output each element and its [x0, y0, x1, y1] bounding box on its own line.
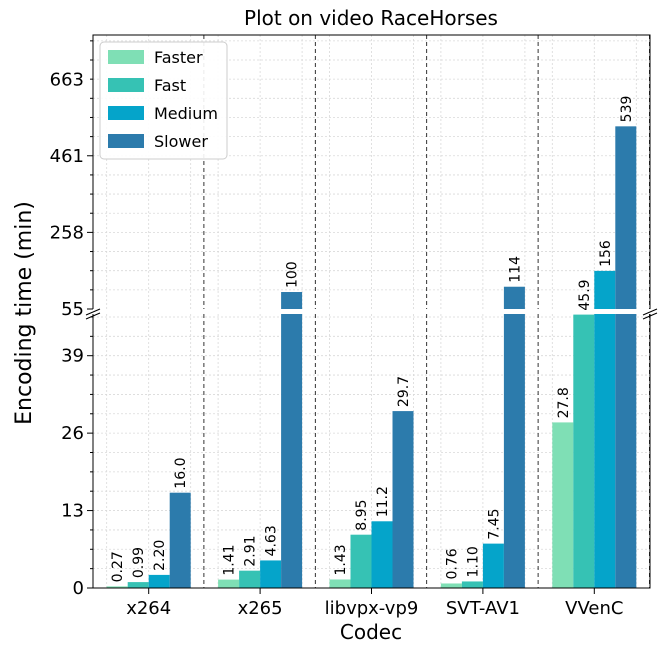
- bar: [350, 534, 372, 588]
- x-tick-label: VVenC: [565, 598, 623, 619]
- bar-value-label: 0.99: [131, 547, 147, 578]
- bar: [594, 314, 616, 588]
- legend-swatch: [108, 134, 144, 148]
- bar: [482, 543, 504, 588]
- bar: [260, 560, 282, 588]
- y-lower-tick-label: 13: [61, 501, 84, 522]
- bar: [615, 126, 637, 309]
- bar: [503, 314, 525, 588]
- bar: [169, 492, 191, 588]
- bar-value-label: 4.63: [264, 525, 280, 556]
- y-axis-label: Encoding time (min): [12, 201, 37, 425]
- bar: [148, 574, 170, 588]
- bar-value-label: 7.45: [486, 508, 502, 539]
- legend-swatch: [108, 50, 144, 64]
- legend-swatch: [108, 78, 144, 92]
- legend-label: Faster: [154, 48, 203, 67]
- x-tick-label: SVT-AV1: [446, 598, 520, 619]
- y-lower-tick-label: 26: [61, 423, 84, 444]
- bar: [106, 586, 128, 588]
- upper-panel-frame: [92, 34, 651, 309]
- y-lower-tick-label: 0: [73, 578, 84, 599]
- y-lower-tick-label: 39: [61, 346, 84, 367]
- bar: [371, 521, 393, 588]
- x-tick-label: x265: [238, 598, 283, 619]
- bar-value-label: 114: [507, 256, 523, 283]
- legend-swatch: [108, 106, 144, 120]
- bar-value-label: 8.95: [354, 500, 370, 531]
- bar-labels-layer: 0.27 0.99 2.20 16.0 1.41 2.91 4.63 100 1.43 8.95 1…: [110, 96, 635, 583]
- legend: Faster Fast Medium Slower: [99, 41, 228, 160]
- bar-value-label: 27.8: [556, 387, 572, 418]
- bar: [503, 286, 525, 309]
- bar: [440, 583, 462, 588]
- legend-label: Fast: [154, 76, 186, 95]
- bars-layer: [106, 126, 637, 588]
- bar-value-label: 1.41: [222, 544, 238, 575]
- legend-label: Medium: [154, 104, 218, 123]
- axis-break-mark: [642, 308, 658, 316]
- axis-break-mark: [85, 308, 101, 316]
- bar-value-label: 2.20: [152, 540, 168, 571]
- bar: [281, 292, 303, 309]
- bar: [615, 314, 637, 588]
- bar-value-label: 45.9: [577, 279, 593, 310]
- bar-value-label: 156: [598, 240, 614, 267]
- x-tick-label: x264: [126, 598, 171, 619]
- axis-break-mark: [642, 312, 658, 320]
- legend-items: Faster Fast Medium Slower: [108, 48, 218, 151]
- chart-title: Plot on video RaceHorses: [244, 6, 498, 30]
- legend-label: Slower: [154, 132, 208, 151]
- x-tick-label: libvpx-vp9: [325, 598, 419, 619]
- bar: [218, 579, 240, 588]
- bar: [594, 270, 616, 309]
- bar-value-label: 16.0: [173, 458, 189, 489]
- bar-value-label: 11.2: [375, 486, 391, 517]
- bar-value-label: 539: [619, 96, 635, 123]
- bar-value-label: 1.43: [333, 544, 349, 575]
- bar-value-label: 0.27: [110, 551, 126, 582]
- bar: [239, 570, 261, 588]
- y-upper-tick-label: 55: [61, 299, 84, 320]
- bar: [573, 314, 595, 588]
- y-upper-tick-label: 461: [50, 146, 84, 167]
- y-upper-tick-label: 258: [50, 222, 84, 243]
- axis-layer: 55 258 461 663 0 13 26 39 x264 x265 libvpx-vp9 SVT-…: [50, 40, 623, 619]
- bar-value-label: 1.10: [465, 546, 481, 577]
- y-upper-tick-label: 663: [50, 70, 84, 91]
- bar: [329, 579, 351, 588]
- axis-break-mark: [85, 312, 101, 320]
- bar-value-label: 100: [285, 261, 301, 288]
- bar-value-label: 0.76: [444, 548, 460, 579]
- bar: [552, 422, 574, 588]
- bar: [127, 582, 149, 588]
- legend-box: [99, 41, 228, 160]
- bar: [281, 314, 303, 588]
- x-axis-label: Codec: [340, 620, 402, 644]
- bar-value-label: 2.91: [243, 535, 259, 566]
- bar-value-label: 29.7: [396, 376, 412, 407]
- bar: [461, 581, 483, 588]
- bar: [392, 411, 414, 588]
